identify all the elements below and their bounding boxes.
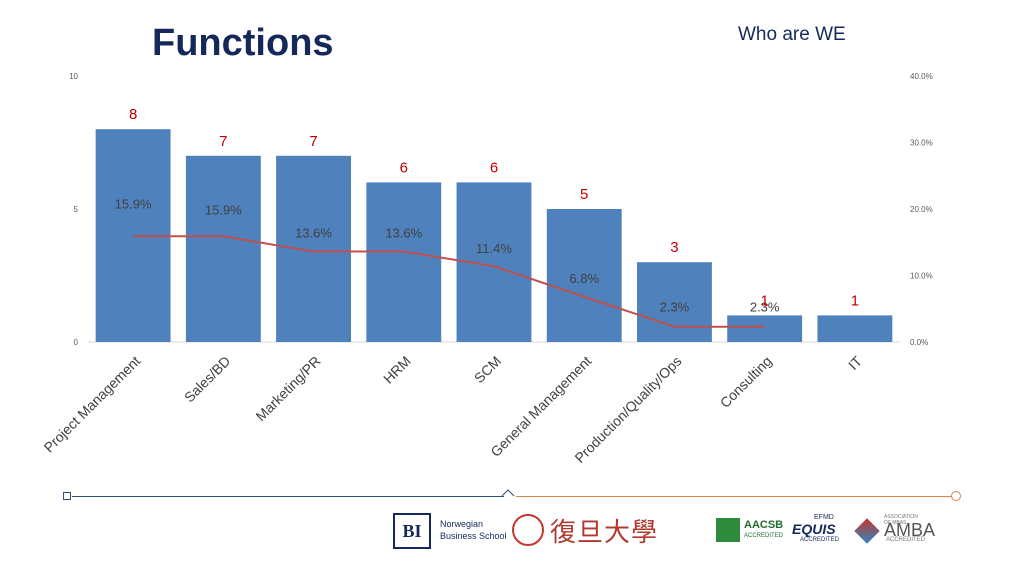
- aacsb-sub: ACCREDITED: [744, 533, 784, 539]
- bar-value-label: 7: [309, 133, 317, 150]
- bar: [185, 155, 261, 342]
- x-tick-label: SCM: [471, 353, 504, 386]
- x-tick-label: Sales/BD: [181, 353, 234, 406]
- x-tick-label: Project Management: [41, 353, 144, 456]
- amba-name: AMBA: [884, 520, 936, 540]
- bar: [817, 315, 893, 342]
- y2-tick-label: 20.0%: [910, 205, 933, 214]
- bar-value-label: 1: [851, 292, 859, 309]
- bar-value-label: 7: [219, 133, 227, 150]
- x-tick-label: Consulting: [717, 353, 775, 411]
- line-data-label: 13.6%: [385, 226, 422, 241]
- bar-value-label: 5: [580, 186, 588, 203]
- bar-value-label: 8: [129, 106, 137, 123]
- bi-logo-line2: Business School: [440, 531, 507, 541]
- footer-square-marker: [63, 492, 71, 500]
- bar-value-label: 6: [490, 159, 498, 176]
- footer-notch: [502, 489, 515, 497]
- aacsb-name: AACSB: [744, 519, 784, 531]
- footer-circle-marker: [951, 491, 961, 501]
- y-tick-label: 5: [74, 205, 79, 214]
- bi-logo-line1: Norwegian: [440, 519, 484, 529]
- x-tick-label: General Management: [487, 353, 594, 460]
- bar-value-label: 3: [670, 239, 678, 256]
- equis-sub: ACCREDITED: [800, 537, 840, 543]
- footer-line-left: [72, 496, 504, 497]
- fudan-seal-icon: [512, 514, 544, 546]
- aacsb-logo: AACSB ACCREDITED: [744, 520, 783, 542]
- footer-line-right: [516, 496, 952, 497]
- cumulative-line: [133, 235, 765, 328]
- bi-logo-mark: BI: [393, 513, 431, 549]
- bar: [366, 182, 442, 342]
- bar: [727, 315, 803, 342]
- y2-tick-label: 30.0%: [910, 139, 933, 148]
- y2-tick-label: 10.0%: [910, 272, 933, 281]
- line-data-label: 15.9%: [115, 196, 152, 211]
- bar-value-label: 6: [400, 159, 408, 176]
- bar: [276, 155, 351, 342]
- line-data-label: 2.3%: [750, 300, 780, 315]
- bar: [546, 209, 622, 342]
- y2-tick-label: 40.0%: [910, 72, 933, 81]
- page-subtitle: Who are WE: [738, 24, 846, 45]
- x-tick-label: HRM: [380, 353, 414, 387]
- bar-value-label: 1: [760, 292, 768, 309]
- amba-sub: ACCREDITED: [886, 537, 926, 543]
- y-tick-label: 10: [69, 72, 78, 81]
- aacsb-icon: [716, 518, 740, 542]
- equis-top: EFMD: [814, 514, 834, 521]
- equis-name: EQUIS: [792, 521, 836, 537]
- x-tick-label: IT: [845, 352, 865, 372]
- line-data-label: 2.3%: [660, 300, 690, 315]
- amba-small: ASSOCIATION OF MBAS: [884, 514, 918, 526]
- equis-logo: EFMD EQUIS ACCREDITED: [792, 514, 839, 543]
- line-data-label: 6.8%: [569, 271, 599, 286]
- y2-tick-label: 0.0%: [910, 338, 928, 347]
- line-data-label: 13.6%: [295, 226, 332, 241]
- amba-diamond-icon: [854, 518, 880, 544]
- line-data-label: 15.9%: [205, 202, 242, 217]
- bar: [637, 262, 712, 342]
- x-tick-label: Marketing/PR: [252, 353, 323, 424]
- line-data-label: 11.4%: [476, 241, 512, 256]
- y-tick-label: 0: [74, 338, 79, 347]
- page-title: Functions: [152, 22, 334, 64]
- bi-logo-text: Norwegian Business School: [440, 518, 507, 542]
- fudan-logo-text: 復旦大學: [550, 518, 659, 548]
